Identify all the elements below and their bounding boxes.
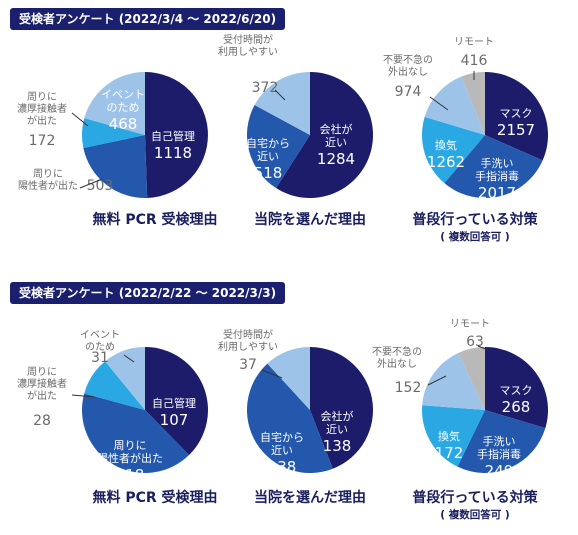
- survey-header: 受検者アンケート (2022/2/22 〜 2022/3/3): [10, 282, 286, 304]
- pie-slice: [461, 71, 485, 135]
- pie-slice: [247, 105, 310, 189]
- slice-label: 自宅から近い: [260, 430, 304, 457]
- pie-slice: [254, 72, 310, 135]
- slice-value: 138: [268, 458, 297, 476]
- leader-line: [261, 369, 283, 379]
- pie-slice: [84, 361, 145, 410]
- chart-title: 無料 PCR 受検理由: [92, 490, 218, 506]
- slice-label: リモート: [450, 319, 490, 330]
- pie-slice: [145, 347, 209, 456]
- slice-value: 268: [502, 398, 531, 416]
- pie-slice: [485, 347, 548, 429]
- slice-label: イベントのため: [101, 88, 145, 114]
- slice-label: 周りに陽性者が出た: [18, 168, 78, 192]
- slice-value: 372: [252, 80, 279, 96]
- pie-slice: [310, 347, 374, 469]
- slice-value: 2157: [497, 121, 535, 139]
- pie-slice: [485, 72, 548, 161]
- leader-line: [274, 89, 286, 101]
- slice-label: 手洗い手指消毒: [477, 434, 521, 461]
- pie-slice: [83, 135, 148, 198]
- slice-value: 152: [395, 380, 422, 396]
- slice-value: 63: [466, 334, 484, 350]
- slice-value: 416: [461, 53, 488, 69]
- pie-slice: [246, 363, 333, 474]
- slice-label: 自己管理: [151, 129, 195, 143]
- pie-slice: [421, 116, 485, 184]
- slice-value: 118: [116, 466, 145, 484]
- slice-label: 周りに濃厚接触者が出た: [17, 91, 67, 127]
- pie-slice: [145, 72, 208, 198]
- slice-value: 1262: [427, 153, 465, 171]
- chart-title: 当院を選んだ理由: [254, 490, 366, 506]
- slice-label: 不要不急の外出なし: [383, 53, 433, 78]
- slice-label: 換気: [438, 429, 460, 443]
- slice-label: 手洗い手指消毒: [475, 156, 519, 183]
- pie-slice: [444, 135, 543, 199]
- slice-label: 周りに陽性者が出た: [97, 439, 163, 465]
- slice-value: 249: [485, 462, 514, 480]
- leader-line: [79, 178, 103, 189]
- pie-slice: [81, 118, 145, 148]
- leader-line: [71, 112, 89, 127]
- leader-line: [429, 96, 449, 111]
- slice-value: 2017: [478, 184, 516, 202]
- pie-slice: [421, 405, 485, 467]
- slice-label: 受付時間が利用しやすい: [218, 328, 278, 353]
- slice-value: 518: [254, 164, 283, 182]
- chart-title: 普段行っている対策: [412, 212, 538, 228]
- slice-value: 172: [435, 444, 464, 462]
- leader-line: [123, 354, 135, 363]
- slice-label: 会社が近い: [320, 122, 353, 149]
- slice-value: 172: [29, 133, 56, 149]
- pie-slice: [422, 352, 485, 410]
- pie-slice: [458, 347, 485, 410]
- slice-label: 自宅から近い: [246, 136, 290, 163]
- chart-title: 普段行っている対策: [412, 490, 538, 506]
- slice-label: 換気: [435, 138, 457, 152]
- slice-value: 107: [160, 411, 189, 429]
- survey-header: 受検者アンケート (2022/3/4 〜 2022/6/20): [10, 8, 286, 30]
- pie-slice: [84, 72, 145, 135]
- slice-value: 974: [395, 84, 422, 100]
- pie-slice: [105, 347, 145, 410]
- chart-title: 当院を選んだ理由: [254, 212, 366, 228]
- slice-value: 31: [91, 350, 109, 366]
- slice-value: 503: [87, 178, 114, 194]
- pie-slice: [424, 76, 485, 135]
- slice-label: リモート: [454, 37, 494, 48]
- leader-line: [477, 345, 489, 351]
- slice-label: イベントのため: [80, 329, 120, 353]
- slice-label: 受付時間が利用しやすい: [218, 33, 278, 58]
- slice-label: 周りに濃厚接触者が出た: [17, 366, 67, 402]
- slice-value: 1284: [317, 150, 355, 168]
- chart-title: 無料 PCR 受検理由: [92, 212, 218, 228]
- slice-label: 不要不急の外出なし: [372, 345, 422, 370]
- pie-slice: [82, 393, 190, 473]
- leader-line: [427, 375, 447, 386]
- slice-value: 28: [33, 413, 51, 429]
- slice-value: 468: [109, 115, 138, 133]
- chart-note: ( 複数回答可 ): [440, 231, 510, 243]
- slice-label: マスク: [500, 384, 533, 397]
- slice-value: 37: [239, 357, 257, 373]
- slice-label: 自己管理: [152, 396, 196, 410]
- pie-slice: [267, 347, 310, 410]
- slice-label: 会社が近い: [321, 409, 354, 436]
- slice-value: 1118: [154, 144, 192, 162]
- leader-line: [71, 394, 96, 398]
- pie-slice: [276, 72, 374, 198]
- pie-slice: [457, 410, 546, 473]
- slice-value: 138: [323, 437, 352, 455]
- chart-note: ( 複数回答可 ): [440, 509, 510, 521]
- slice-label: マスク: [500, 107, 533, 120]
